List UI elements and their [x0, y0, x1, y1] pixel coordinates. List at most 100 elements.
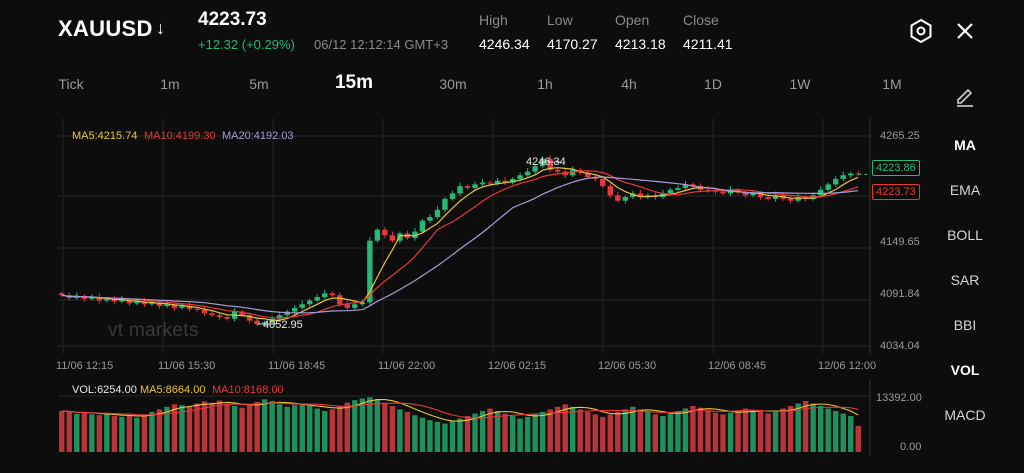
- symbol-dropdown-arrow-icon[interactable]: ↓: [156, 18, 165, 38]
- volume-bar: [126, 415, 133, 452]
- candle-body: [412, 231, 418, 238]
- candle-body: [765, 197, 771, 199]
- volume-bar: [352, 400, 358, 452]
- candle-body: [201, 309, 208, 314]
- volume-ma10-line: [61, 402, 859, 419]
- candle-body: [554, 169, 561, 172]
- volume-ma5-line: [61, 399, 859, 422]
- candle-body: [472, 184, 478, 188]
- volume-bar: [742, 408, 749, 452]
- candle-body: [374, 229, 381, 241]
- indicator-ma[interactable]: MA: [954, 137, 976, 153]
- volume-bar: [171, 404, 178, 452]
- tab-4h[interactable]: 4h: [621, 76, 637, 92]
- price-axis-label: 4265.25: [880, 130, 920, 142]
- indicator-sar[interactable]: SAR: [950, 272, 980, 288]
- volume-bar: [299, 403, 305, 452]
- tab-1h[interactable]: 1h: [537, 76, 553, 92]
- stat-high-label: High: [479, 12, 508, 28]
- volume-bar: [585, 411, 591, 452]
- volume-bar: [705, 410, 711, 452]
- volume-bar: [825, 408, 831, 452]
- volume-bar: [449, 421, 456, 452]
- tab-tick[interactable]: Tick: [58, 76, 84, 92]
- candle-body: [832, 178, 839, 185]
- tab-15m[interactable]: 15m: [334, 72, 374, 93]
- watermark-logo: vt markets: [108, 320, 199, 341]
- volume-bar: [216, 400, 223, 452]
- candle-body: [254, 320, 260, 325]
- indicator-vol[interactable]: VOL: [950, 362, 980, 378]
- indicator-boll[interactable]: BOLL: [947, 227, 983, 243]
- candle-body: [840, 175, 846, 179]
- volume-bar: [562, 404, 568, 452]
- candle-body: [427, 217, 433, 221]
- candle-body: [494, 180, 501, 184]
- tab-1m[interactable]: 1m: [160, 76, 180, 92]
- volume-bar: [502, 413, 508, 452]
- pencil-icon[interactable]: [954, 86, 976, 108]
- tab-30m[interactable]: 30m: [439, 76, 467, 92]
- volume-bar: [224, 403, 230, 452]
- candle-body: [524, 171, 531, 176]
- volume-axis-label: 13392.00: [876, 392, 922, 404]
- candle-body: [825, 184, 831, 190]
- volume-bar: [645, 411, 651, 452]
- candle-body: [209, 313, 215, 316]
- time-axis-label: 12/06 12:00: [818, 360, 877, 372]
- candlestick-chart[interactable]: [0, 118, 880, 354]
- candle-body: [104, 298, 110, 301]
- candle-body: [464, 186, 471, 188]
- indicator-macd[interactable]: MACD: [944, 407, 986, 423]
- tab-1d[interactable]: 1D: [704, 76, 722, 92]
- volume-bar: [194, 403, 200, 452]
- volume-bar: [652, 414, 659, 452]
- close-icon[interactable]: [952, 18, 978, 44]
- indicator-ema[interactable]: EMA: [949, 182, 981, 198]
- volume-bar: [141, 414, 148, 452]
- volume-bar: [337, 406, 343, 452]
- volume-bar: [434, 421, 441, 452]
- candle-body: [276, 315, 283, 319]
- volume-bar: [735, 411, 741, 452]
- stat-high: High 4246.34: [479, 12, 530, 52]
- indicator-bbi[interactable]: BBI: [953, 317, 977, 333]
- tab-1w[interactable]: 1W: [789, 76, 811, 92]
- volume-bar: [517, 418, 523, 452]
- volume-bar: [261, 399, 268, 452]
- candle-body: [848, 173, 854, 176]
- symbol-title[interactable]: XAUUSD: [58, 16, 153, 41]
- candle-body: [757, 193, 764, 198]
- volume-bar: [96, 415, 103, 452]
- volume-bar: [667, 413, 674, 452]
- candle-body: [367, 240, 373, 303]
- tab-1month[interactable]: 1M: [882, 76, 902, 92]
- volume-bar: [750, 410, 756, 452]
- hexagon-gear-icon[interactable]: [908, 18, 934, 44]
- volume-bar: [134, 417, 140, 452]
- volume-bar: [532, 414, 538, 452]
- volume-bar: [329, 409, 335, 452]
- volume-bar: [374, 399, 381, 452]
- candle-body: [261, 322, 268, 325]
- volume-chart[interactable]: [0, 380, 880, 456]
- volume-bar: [855, 425, 861, 452]
- candle-body: [817, 189, 824, 196]
- volume-bar: [509, 416, 516, 452]
- volume-bar: [89, 414, 95, 452]
- tab-5m[interactable]: 5m: [249, 76, 269, 92]
- volume-bar: [412, 415, 418, 452]
- candle-body: [216, 315, 223, 317]
- volume-bar: [74, 413, 80, 452]
- volume-bar: [607, 414, 613, 452]
- candle-body: [59, 293, 65, 296]
- candle-body: [615, 195, 621, 201]
- stat-open: Open 4213.18: [615, 12, 666, 52]
- volume-bar: [59, 411, 65, 452]
- candle-body: [224, 316, 230, 319]
- candle-body: [479, 182, 486, 185]
- volume-bar: [119, 416, 125, 452]
- volume-bar: [239, 407, 245, 452]
- volume-bar: [164, 406, 170, 452]
- candle-body: [449, 193, 456, 199]
